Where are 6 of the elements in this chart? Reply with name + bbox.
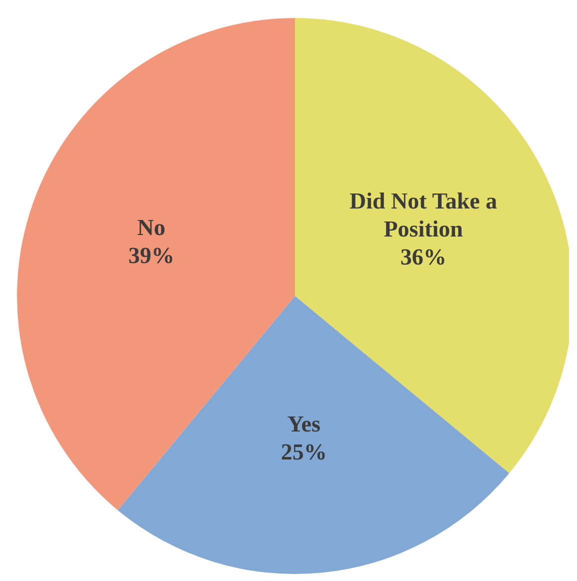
- data-label: 39%: [128, 242, 174, 268]
- slice-label: Did Not Take a Position: [350, 188, 498, 241]
- slice-label: No: [137, 214, 166, 240]
- slice-label: Yes: [287, 411, 321, 436]
- data-label: 25%: [280, 439, 327, 464]
- data-label: 36%: [400, 244, 446, 269]
